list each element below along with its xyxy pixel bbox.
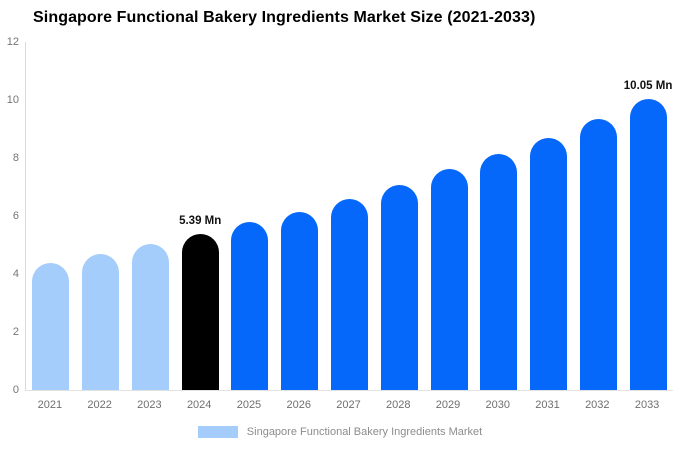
bar-column	[275, 42, 325, 390]
bar-column	[76, 42, 126, 390]
bar-2026	[281, 211, 319, 390]
x-axis-tick-label: 2024	[186, 399, 212, 411]
legend-item[interactable]: Singapore Functional Bakery Ingredients …	[0, 426, 680, 438]
bar-column	[225, 42, 275, 390]
x-axis-tick-label: 2021	[37, 399, 63, 411]
x-axis-tick-label: 2023	[137, 399, 162, 411]
bar-2027	[330, 198, 368, 390]
bar-column	[474, 42, 524, 390]
x-axis-tick-label: 2030	[485, 399, 511, 411]
bar-2023	[131, 244, 169, 390]
y-axis-tick-label: 4	[12, 268, 19, 280]
y-axis-tick-label: 0	[12, 384, 19, 396]
bar-2032	[579, 118, 617, 390]
y-axis-tick-label: 2	[12, 326, 19, 338]
bar-column	[374, 42, 424, 390]
bar-column	[524, 42, 574, 390]
x-axis-tick-label: 2032	[585, 399, 610, 411]
bar-column	[325, 42, 375, 390]
x-axis-tick-label: 2025	[236, 399, 262, 411]
bar-value-label: 5.39 Mn	[179, 214, 222, 227]
bar-2025	[231, 222, 269, 390]
bar-2033	[629, 98, 667, 390]
bar-2022	[82, 254, 120, 390]
y-axis-tick-label: 8	[12, 152, 19, 164]
bar-2031	[530, 137, 568, 390]
bar-2030	[480, 153, 518, 390]
x-axis-tick-label: 2027	[336, 399, 361, 411]
y-axis: 0 2 4 6 8 10 12	[0, 36, 20, 396]
x-axis-tick-label: 2028	[386, 399, 411, 411]
bar-2024	[181, 233, 219, 390]
bar-column	[424, 42, 474, 390]
x-axis-tick-label: 2033	[634, 399, 660, 411]
y-axis-tick-label: 10	[6, 94, 19, 106]
bar-column: 5.39 Mn	[175, 42, 225, 390]
bar-2029	[430, 169, 468, 390]
bar-2028	[380, 184, 418, 390]
legend-swatch-icon	[197, 426, 238, 438]
x-axis-tick-label: 2031	[535, 399, 560, 411]
bar-2021	[32, 262, 70, 390]
bar-column	[126, 42, 176, 390]
x-axis-tick-label: 2026	[286, 399, 311, 411]
y-axis-tick-label: 12	[6, 36, 19, 48]
y-axis-tick-label: 6	[12, 210, 19, 222]
bar-column	[573, 42, 623, 390]
chart-title: Singapore Functional Bakery Ingredients …	[33, 9, 536, 26]
plot-area: 5.39 Mn 10.05 Mn	[25, 42, 673, 391]
x-axis-tick-label: 2022	[87, 399, 112, 411]
bar-column: 10.05 Mn	[623, 42, 673, 390]
x-axis: 2021 2022 2023 2024 2025 2026 2027 2028 2029 2030…	[25, 399, 672, 411]
bar-column	[26, 42, 76, 390]
bar-value-label: 10.05 Mn	[623, 79, 673, 92]
x-axis-tick-label: 2029	[435, 399, 461, 411]
legend-label: Singapore Functional Bakery Ingredients …	[246, 426, 483, 438]
